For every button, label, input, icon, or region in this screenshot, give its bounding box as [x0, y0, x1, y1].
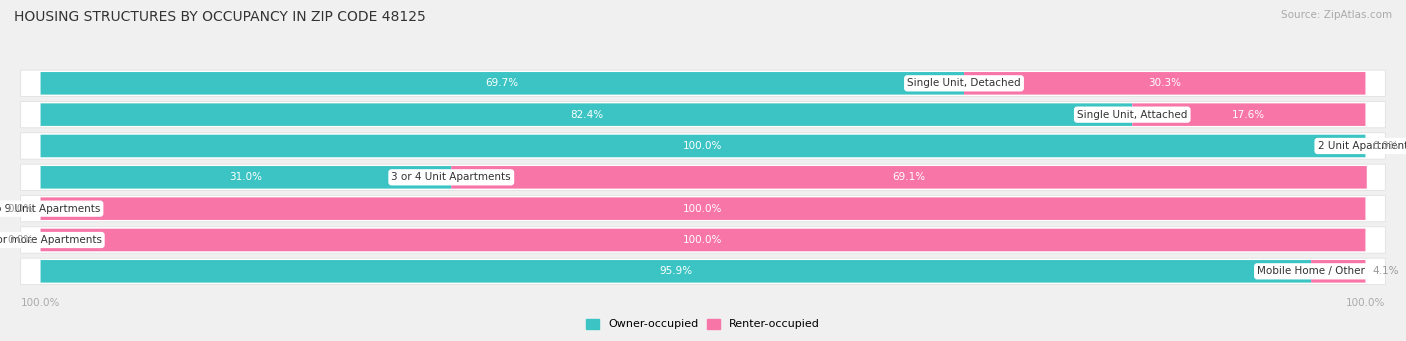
Text: 100.0%: 100.0%: [683, 141, 723, 151]
FancyBboxPatch shape: [21, 133, 1385, 159]
Text: 10 or more Apartments: 10 or more Apartments: [0, 235, 101, 245]
FancyBboxPatch shape: [41, 260, 1312, 283]
Legend: Owner-occupied, Renter-occupied: Owner-occupied, Renter-occupied: [586, 319, 820, 329]
FancyBboxPatch shape: [41, 166, 451, 189]
Text: HOUSING STRUCTURES BY OCCUPANCY IN ZIP CODE 48125: HOUSING STRUCTURES BY OCCUPANCY IN ZIP C…: [14, 10, 426, 24]
FancyBboxPatch shape: [21, 227, 1385, 253]
Text: 30.3%: 30.3%: [1149, 78, 1181, 88]
FancyBboxPatch shape: [41, 135, 1365, 157]
Text: 4.1%: 4.1%: [1372, 266, 1399, 276]
FancyBboxPatch shape: [1312, 260, 1365, 283]
Text: Source: ZipAtlas.com: Source: ZipAtlas.com: [1281, 10, 1392, 20]
Text: 31.0%: 31.0%: [229, 172, 263, 182]
FancyBboxPatch shape: [41, 229, 1365, 251]
Text: Single Unit, Attached: Single Unit, Attached: [1077, 110, 1188, 120]
FancyBboxPatch shape: [21, 164, 1385, 191]
FancyBboxPatch shape: [41, 103, 1132, 126]
Text: Single Unit, Detached: Single Unit, Detached: [907, 78, 1021, 88]
FancyBboxPatch shape: [1132, 103, 1365, 126]
Text: 82.4%: 82.4%: [569, 110, 603, 120]
FancyBboxPatch shape: [21, 195, 1385, 222]
Text: Mobile Home / Other: Mobile Home / Other: [1257, 266, 1365, 276]
Text: 100.0%: 100.0%: [683, 235, 723, 245]
FancyBboxPatch shape: [41, 197, 1365, 220]
Text: 100.0%: 100.0%: [1346, 298, 1385, 308]
Text: 100.0%: 100.0%: [683, 204, 723, 214]
Text: 2 Unit Apartments: 2 Unit Apartments: [1317, 141, 1406, 151]
FancyBboxPatch shape: [21, 102, 1385, 128]
Text: 95.9%: 95.9%: [659, 266, 692, 276]
Text: 3 or 4 Unit Apartments: 3 or 4 Unit Apartments: [391, 172, 512, 182]
Text: 0.0%: 0.0%: [1372, 141, 1399, 151]
Text: 69.7%: 69.7%: [485, 78, 519, 88]
Text: 69.1%: 69.1%: [893, 172, 925, 182]
FancyBboxPatch shape: [965, 72, 1365, 94]
Text: 17.6%: 17.6%: [1232, 110, 1265, 120]
Text: 0.0%: 0.0%: [7, 204, 34, 214]
Text: 0.0%: 0.0%: [7, 235, 34, 245]
FancyBboxPatch shape: [21, 258, 1385, 284]
FancyBboxPatch shape: [41, 72, 965, 94]
FancyBboxPatch shape: [21, 70, 1385, 97]
Text: 5 to 9 Unit Apartments: 5 to 9 Unit Apartments: [0, 204, 100, 214]
Text: 100.0%: 100.0%: [21, 298, 60, 308]
FancyBboxPatch shape: [451, 166, 1367, 189]
